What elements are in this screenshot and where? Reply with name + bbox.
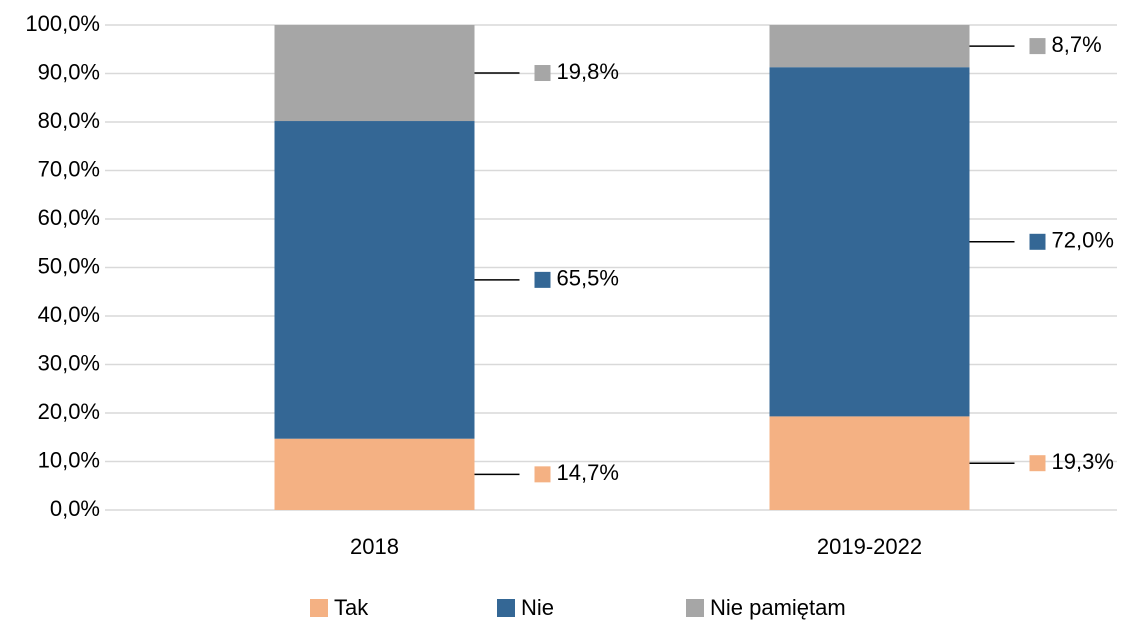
label-marker [1029, 233, 1046, 250]
data-label: 19,8% [557, 59, 619, 84]
data-label: 8,7% [1052, 32, 1102, 57]
data-label: 72,0% [1052, 228, 1114, 253]
legend-marker [686, 599, 704, 617]
y-tick-label: 10,0% [38, 447, 100, 472]
legend-marker [497, 599, 515, 617]
legend-marker [310, 599, 328, 617]
data-label: 14,7% [557, 460, 619, 485]
data-label: 19,3% [1052, 449, 1114, 474]
y-tick-label: 40,0% [38, 302, 100, 327]
y-tick-label: 30,0% [38, 350, 100, 375]
bar-segment [274, 438, 475, 510]
label-marker [1029, 38, 1046, 55]
legend-label: Nie [521, 595, 554, 620]
bar-segment [274, 25, 475, 122]
y-tick-label: 20,0% [38, 399, 100, 424]
legend-label: Tak [334, 595, 369, 620]
bar-segment [769, 67, 970, 417]
bar-segment [769, 416, 970, 510]
y-tick-label: 100,0% [25, 11, 100, 36]
x-tick-label: 2019-2022 [817, 534, 922, 559]
y-tick-label: 0,0% [50, 496, 100, 521]
y-tick-label: 70,0% [38, 156, 100, 181]
y-tick-label: 90,0% [38, 59, 100, 84]
y-tick-label: 80,0% [38, 108, 100, 133]
y-tick-label: 60,0% [38, 205, 100, 230]
bar-segment [274, 121, 475, 439]
label-marker [1029, 455, 1046, 472]
y-tick-label: 50,0% [38, 253, 100, 278]
legend-label: Nie pamiętam [710, 595, 846, 620]
label-marker [534, 271, 551, 288]
x-tick-label: 2018 [350, 534, 399, 559]
data-label: 65,5% [557, 266, 619, 291]
bar-segment [769, 25, 970, 68]
label-marker [534, 466, 551, 483]
label-marker [534, 65, 551, 82]
